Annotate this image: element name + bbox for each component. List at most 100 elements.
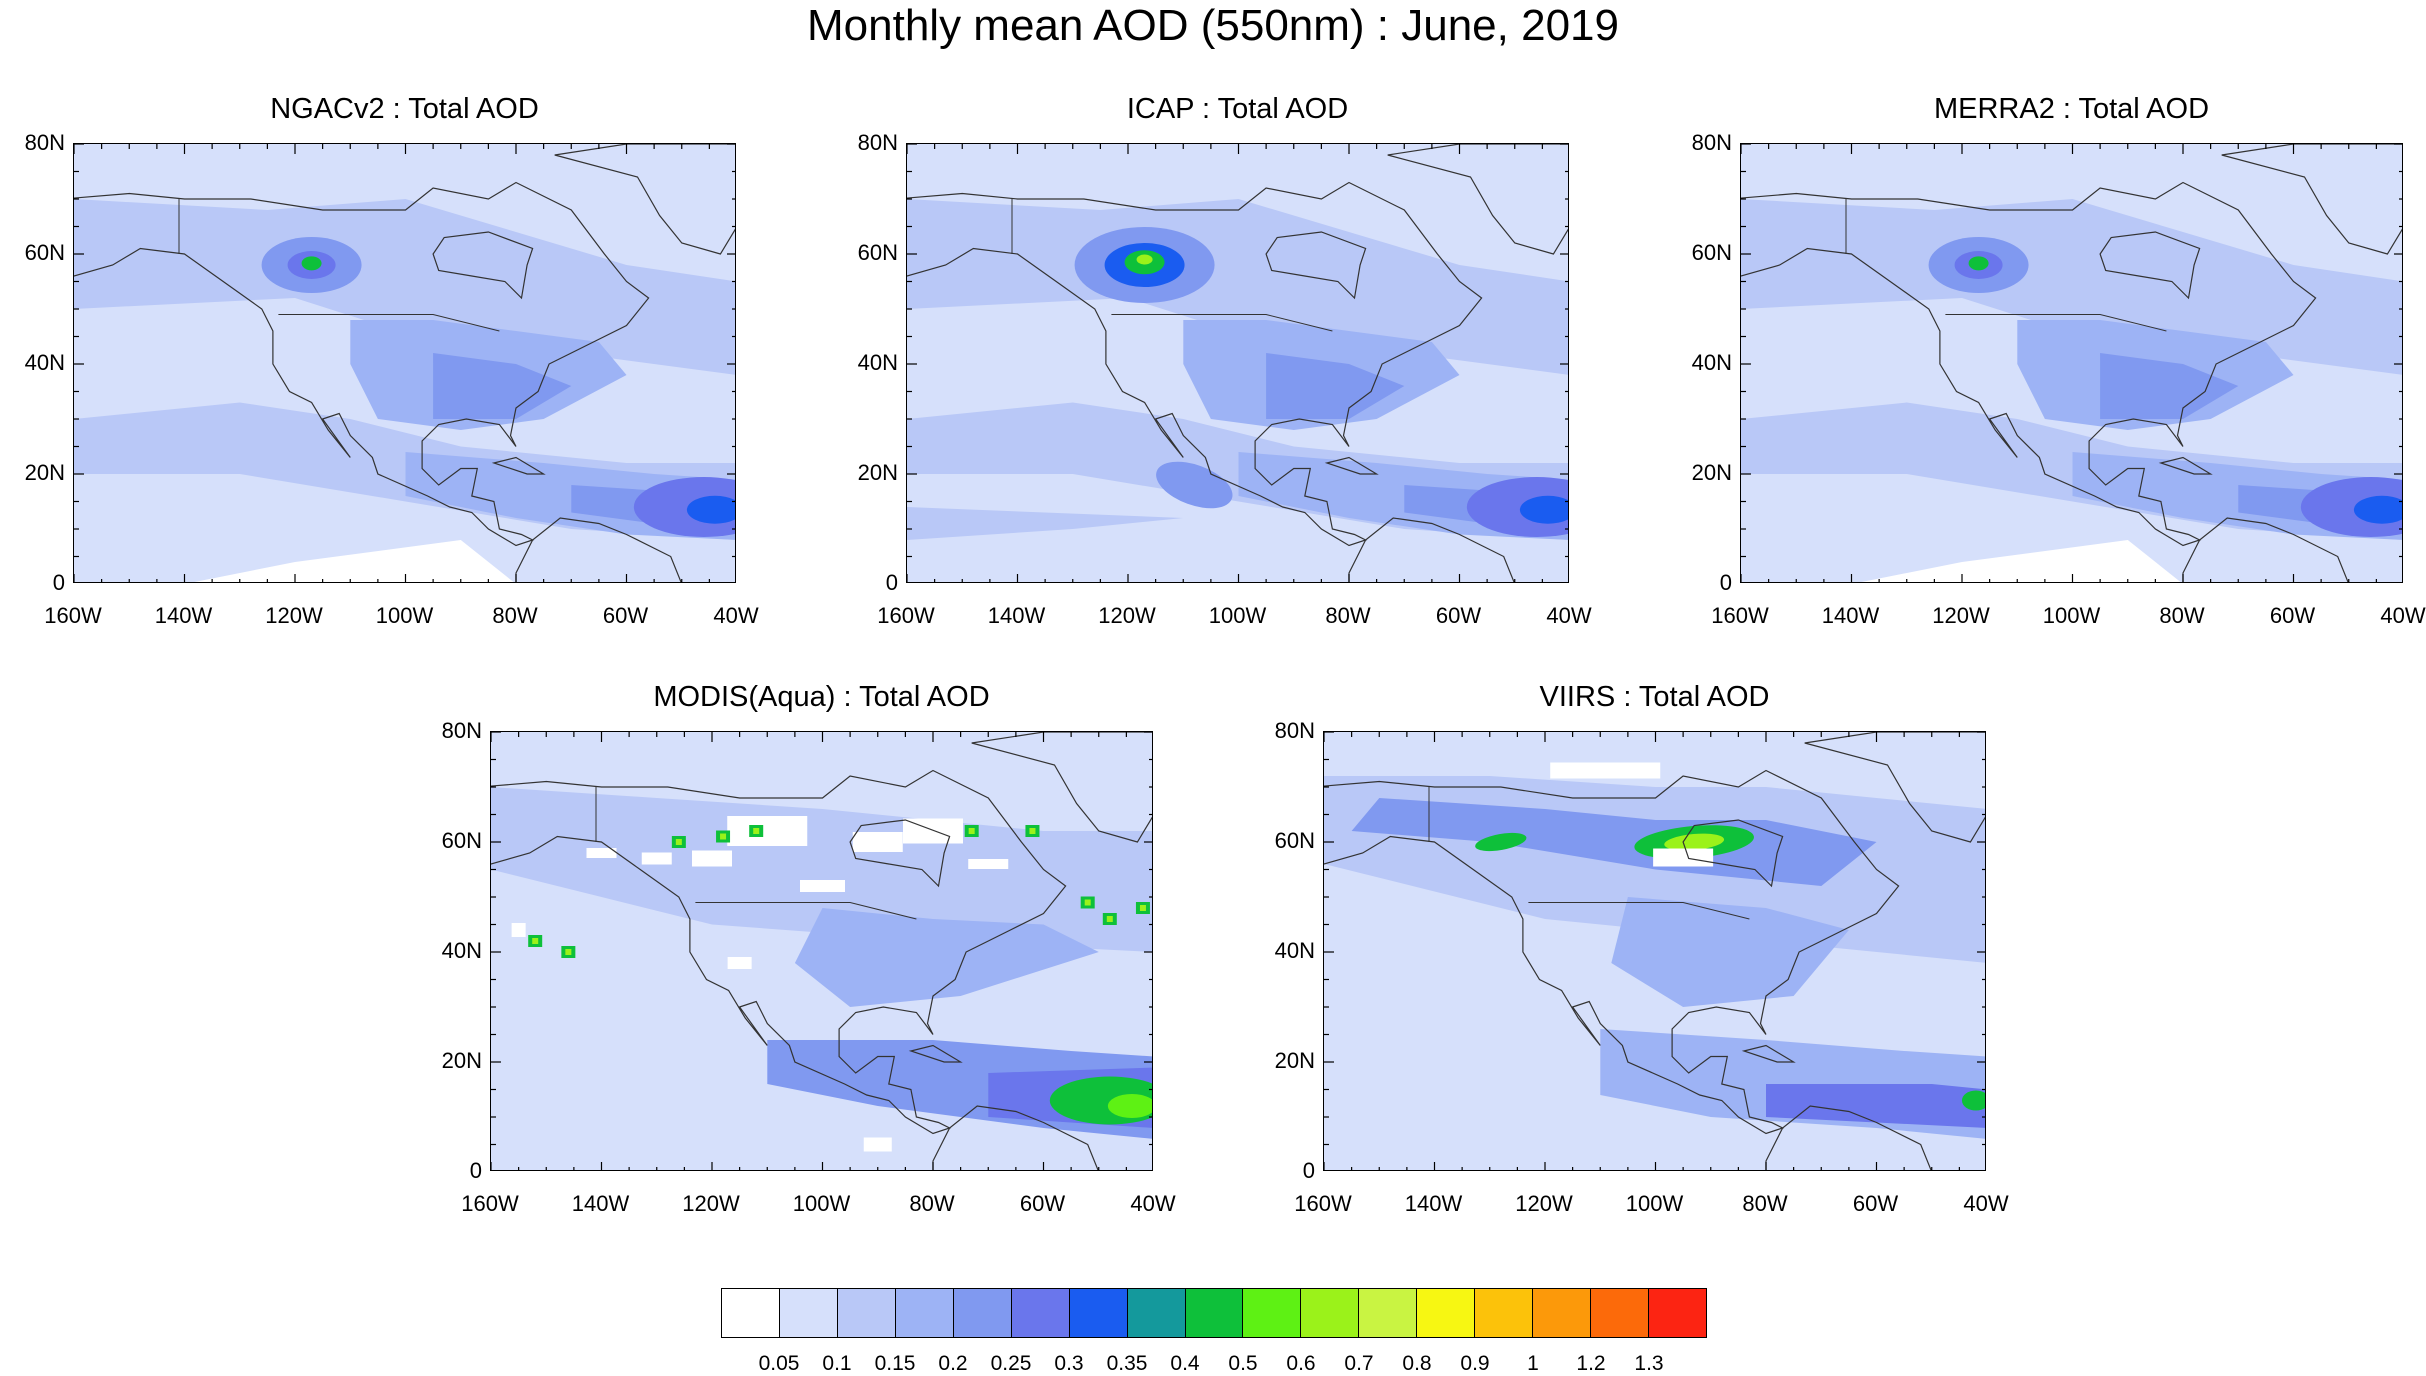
colorbar-label: 1.3 — [1634, 1352, 1664, 1375]
lon-tick-label: 80W — [1742, 1191, 1788, 1216]
aod-field — [491, 732, 1152, 1170]
lon-tick-label: 140W — [154, 603, 213, 628]
panel-modis: MODIS(Aqua) : Total AOD 80N 60N 40N 20N 0 160W… — [442, 681, 1176, 1216]
aod-field — [1324, 732, 1985, 1170]
lon-tick-label: 140W — [1404, 1191, 1463, 1216]
lon-tick-label: 80W — [2159, 603, 2205, 628]
aod-field — [907, 144, 1568, 582]
colorbar-box — [953, 1289, 1012, 1337]
colorbar-box — [1533, 1289, 1592, 1337]
panel-icap: ICAP : Total AOD 80N 60N 40N 20N 0 160W 140W 120… — [858, 93, 1592, 628]
colorbar-box — [1127, 1289, 1186, 1337]
lon-tick-label: 120W — [1932, 603, 1990, 628]
lat-tick-label: 0 — [1302, 1158, 1315, 1183]
colorbar-box — [1649, 1289, 1706, 1337]
lon-tick-label: 140W — [987, 603, 1046, 628]
panel-title: MODIS(Aqua) : Total AOD — [653, 681, 990, 713]
lon-tick-label: 100W — [375, 603, 434, 628]
colorbar-label: 0.35 — [1106, 1352, 1148, 1375]
colorbar-label: 0.6 — [1286, 1352, 1316, 1375]
colorbar-label: 0.2 — [938, 1352, 968, 1375]
lat-tick-label: 60N — [24, 240, 65, 265]
colorbar-box — [722, 1289, 780, 1337]
lon-tick-label: 100W — [2042, 603, 2101, 628]
lat-tick-label: 60N — [441, 828, 482, 853]
lon-tick-label: 80W — [492, 603, 538, 628]
lon-tick-label: 160W — [44, 603, 102, 628]
colorbar-label: 1 — [1527, 1352, 1539, 1375]
colorbar-label: 0.9 — [1460, 1352, 1490, 1375]
colorbar-box — [1591, 1289, 1649, 1337]
lon-tick-label: 60W — [1019, 1191, 1066, 1216]
lon-tick-label: 40W — [2380, 603, 2426, 628]
lat-tick-label: 20N — [1691, 460, 1732, 485]
colorbar-label: 0.05 — [758, 1352, 800, 1375]
lon-tick-label: 80W — [1325, 603, 1371, 628]
colorbar-label: 0.15 — [874, 1352, 916, 1375]
lon-tick-label: 60W — [2269, 603, 2316, 628]
aod-field — [1741, 144, 2402, 582]
lat-tick-label: 40N — [1274, 938, 1315, 963]
lon-tick-label: 80W — [909, 1191, 955, 1216]
colorbar-label: 0.4 — [1170, 1352, 1200, 1375]
panel-ngacv2: NGACv2 : Total AOD 80N 60N 40N 20N 0 160W 140W 1… — [25, 93, 759, 628]
panel-title: MERRA2 : Total AOD — [1933, 93, 2210, 125]
colorbar-box — [1011, 1289, 1070, 1337]
lat-tick-label: 0 — [469, 1158, 482, 1183]
panel-title: NGACv2 : Total AOD — [270, 93, 539, 125]
lon-tick-label: 40W — [1963, 1191, 2009, 1216]
colorbar-box — [1243, 1289, 1302, 1337]
lon-tick-label: 40W — [1546, 603, 1592, 628]
lat-tick-label: 0 — [885, 570, 898, 595]
lon-tick-label: 160W — [877, 603, 935, 628]
lon-tick-label: 100W — [792, 1191, 851, 1216]
map-plot — [73, 143, 736, 583]
colorbar-box — [1475, 1289, 1534, 1337]
colorbar-label: 0.7 — [1344, 1352, 1374, 1375]
lat-tick-label: 60N — [1691, 240, 1732, 265]
lon-tick-label: 60W — [602, 603, 649, 628]
colorbar — [721, 1288, 1707, 1338]
colorbar-label: 0.1 — [822, 1352, 852, 1375]
panel-merra2: MERRA2 : Total AOD 80N 60N 40N 20N 0 160W 140W 1… — [1692, 93, 2426, 628]
lat-tick-label: 0 — [1719, 570, 1732, 595]
lat-tick-label: 40N — [857, 350, 898, 375]
lat-tick-label: 40N — [24, 350, 65, 375]
colorbar-box — [779, 1289, 838, 1337]
figure-title: Monthly mean AOD (550nm) : June, 2019 — [807, 1, 1619, 50]
map-plot — [1323, 731, 1986, 1171]
aod-field — [74, 144, 735, 582]
lat-tick-label: 80N — [441, 718, 482, 743]
colorbar-box — [837, 1289, 896, 1337]
lon-tick-label: 120W — [1098, 603, 1156, 628]
colorbar-label: 0.25 — [990, 1352, 1032, 1375]
lat-tick-label: 80N — [1274, 718, 1315, 743]
panel-title: ICAP : Total AOD — [1126, 93, 1349, 125]
colorbar-box — [1069, 1289, 1128, 1337]
lon-tick-label: 140W — [571, 1191, 630, 1216]
lat-tick-label: 40N — [1691, 350, 1732, 375]
lat-tick-label: 80N — [24, 130, 65, 155]
panel-viirs: VIIRS : Total AOD 80N 60N 40N 20N 0 160W 140W 12… — [1275, 681, 2009, 1216]
lat-tick-label: 20N — [24, 460, 65, 485]
lon-tick-label: 40W — [1130, 1191, 1176, 1216]
colorbar-label: 0.3 — [1054, 1352, 1084, 1375]
colorbar-label: 0.8 — [1402, 1352, 1432, 1375]
lat-tick-label: 80N — [1691, 130, 1732, 155]
lat-tick-label: 0 — [52, 570, 65, 595]
lon-tick-label: 120W — [265, 603, 323, 628]
colorbar-box — [1185, 1289, 1244, 1337]
lat-tick-label: 60N — [857, 240, 898, 265]
colorbar-label: 1.2 — [1576, 1352, 1606, 1375]
colorbar-label: 0.5 — [1228, 1352, 1258, 1375]
map-plot — [1740, 143, 2403, 583]
lat-tick-label: 20N — [441, 1048, 482, 1073]
map-plot — [906, 143, 1569, 583]
lon-tick-label: 120W — [682, 1191, 740, 1216]
lat-tick-label: 20N — [1274, 1048, 1315, 1073]
colorbar-box — [1359, 1289, 1418, 1337]
colorbar-box — [1417, 1289, 1476, 1337]
lat-tick-label: 40N — [441, 938, 482, 963]
lon-tick-label: 140W — [1821, 603, 1880, 628]
lon-tick-label: 160W — [1294, 1191, 1352, 1216]
